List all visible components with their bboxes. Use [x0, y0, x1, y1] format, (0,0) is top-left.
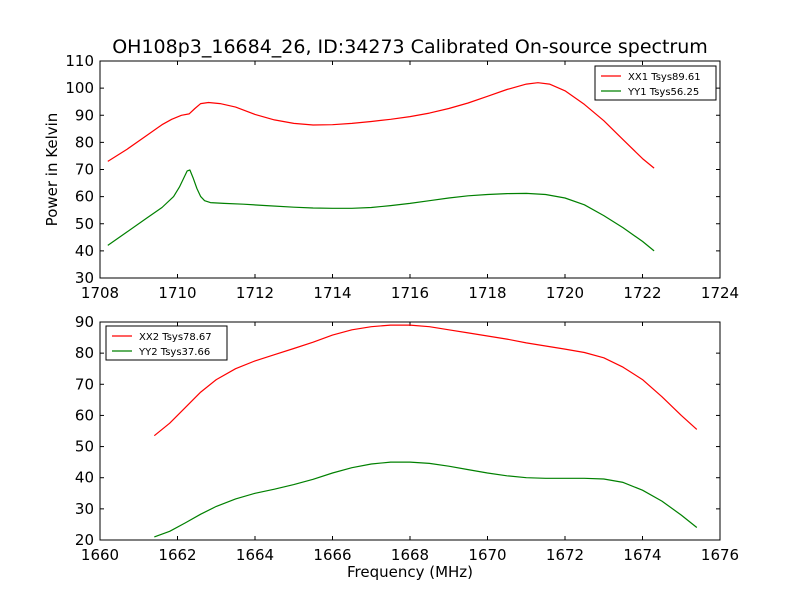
- x-tick-label: 1722: [623, 284, 661, 302]
- y-tick-label: 70: [75, 161, 94, 179]
- y-tick-label: 50: [75, 438, 94, 456]
- y-tick-label: 80: [75, 133, 94, 151]
- y-tick-label: 80: [75, 344, 94, 362]
- series-line: [154, 461, 698, 538]
- y-tick-label: 30: [75, 269, 94, 287]
- y-tick-label: 20: [75, 531, 94, 549]
- y-tick-label: 60: [75, 188, 94, 206]
- x-tick-label: 1670: [468, 546, 506, 564]
- figure-title: OH108p3_16684_26, ID:34273 Calibrated On…: [112, 36, 708, 58]
- legend-entry: XX1 Tsys89.61: [628, 72, 701, 83]
- y-tick-label: 40: [75, 469, 94, 487]
- legend-box: [594, 65, 717, 101]
- y-tick-label: 100: [65, 79, 94, 97]
- y-tick-label: 60: [75, 406, 94, 424]
- y-tick-label: 110: [65, 52, 94, 70]
- y-tick-label: 90: [75, 106, 94, 124]
- x-tick-label: 1666: [313, 546, 351, 564]
- x-tick-label: 1672: [546, 546, 584, 564]
- x-tick-label: 1714: [313, 284, 351, 302]
- y-axis-label: Power in Kelvin: [43, 113, 61, 227]
- x-tick-label: 1720: [546, 284, 584, 302]
- x-tick-label: 1724: [701, 284, 739, 302]
- x-tick-label: 1676: [701, 546, 739, 564]
- x-axis-label: Frequency (MHz): [347, 563, 473, 581]
- x-tick-label: 1668: [391, 546, 429, 564]
- bottom-panel: 1660 1662 1664 1666 1668 1670 1672 1674 1676 20 30…: [75, 313, 739, 581]
- legend-entry: YY2 Tsys37.66: [138, 347, 210, 358]
- x-tick-label: 1718: [468, 284, 506, 302]
- legend-entry: YY1 Tsys56.25: [627, 87, 699, 98]
- series-line: [107, 82, 655, 169]
- top-panel: 1708 1710 1712 1714 1716 1718 1720 1722 1724 30 40…: [43, 52, 739, 302]
- series-line: [153, 324, 698, 437]
- legend-box: [105, 325, 228, 361]
- x-tick-label: 1710: [158, 284, 196, 302]
- x-tick-label: 1674: [623, 546, 661, 564]
- y-tick-label: 50: [75, 215, 94, 233]
- x-tick-label: 1716: [391, 284, 429, 302]
- y-tick-label: 40: [75, 242, 94, 260]
- y-tick-label: 70: [75, 375, 94, 393]
- x-tick-label: 1662: [158, 546, 196, 564]
- y-tick-label: 90: [75, 313, 94, 331]
- legend-entry: XX2 Tsys78.67: [139, 332, 212, 343]
- x-tick-label: 1660: [81, 546, 119, 564]
- y-tick-label: 30: [75, 500, 94, 518]
- x-tick-label: 1664: [236, 546, 274, 564]
- x-tick-label: 1712: [236, 284, 274, 302]
- series-line: [107, 169, 655, 252]
- x-tick-label: 1708: [81, 284, 119, 302]
